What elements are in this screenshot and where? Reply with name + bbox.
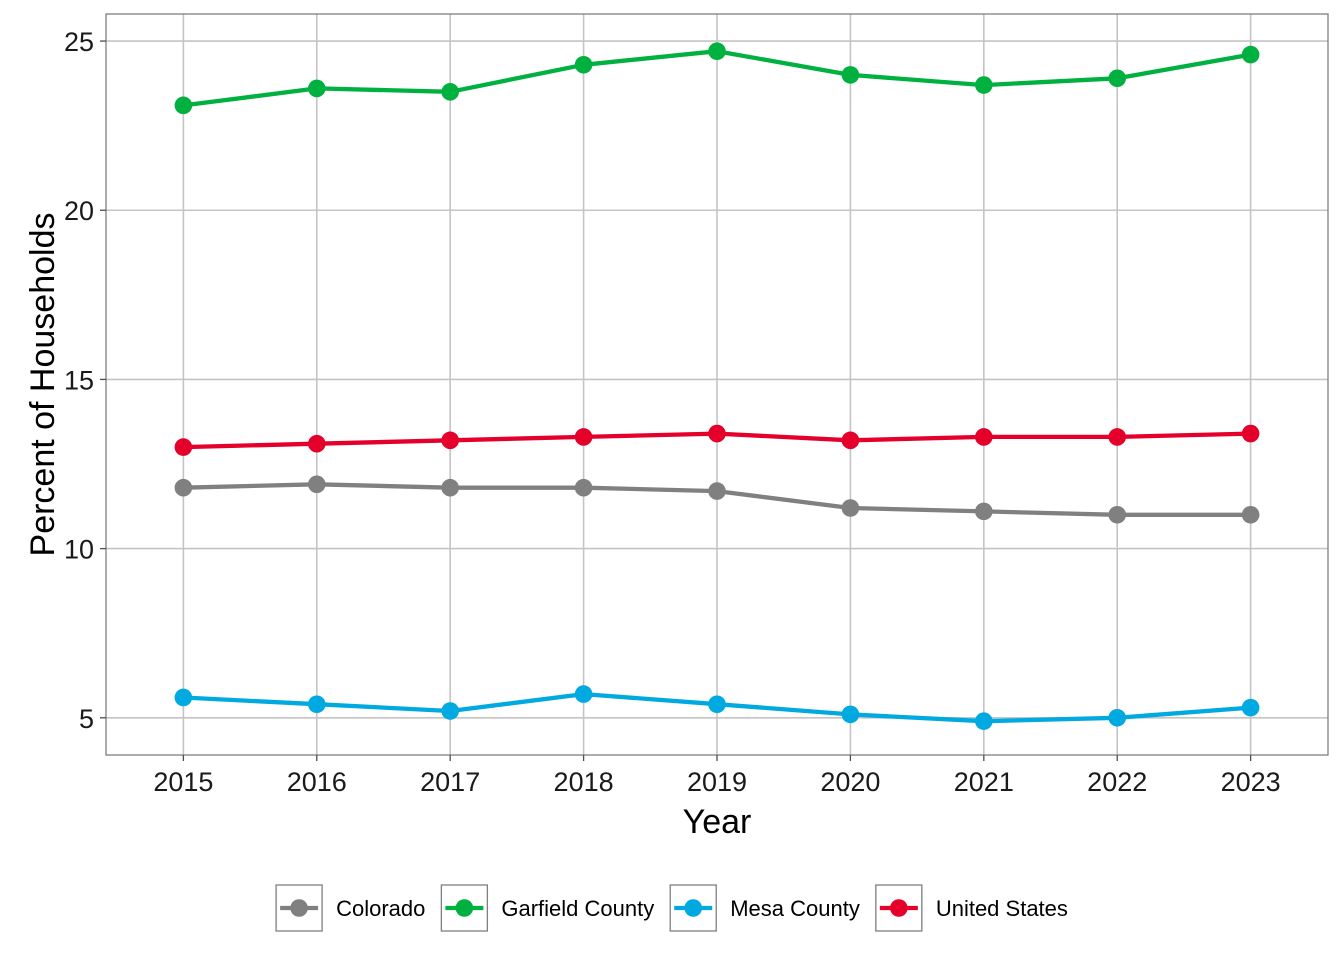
x-tick-label: 2017 [420,767,480,797]
data-point [841,499,860,517]
legend: Colorado Garfield County Mesa County United… [275,884,1068,932]
legend-label: Garfield County [501,896,654,921]
data-point [174,96,193,115]
axes: 5 10 15 20 25 2015 2016 2017 2018 2019 2020 2021 202… [64,27,1281,797]
data-point [708,424,726,443]
x-tick-label: 2021 [954,767,1014,797]
legend-key-point [684,899,703,917]
data-point [1241,698,1260,717]
data-point [1108,505,1127,524]
y-tick-label: 5 [79,704,94,734]
x-tick-label: 2023 [1221,767,1281,797]
data-point [174,438,193,456]
data-point [1241,424,1260,443]
data-point [841,431,860,450]
y-tick-label: 25 [64,27,94,57]
y-axis-title: Percent of Households [24,213,62,557]
x-tick-label: 2015 [153,767,213,797]
legend-key-point [890,899,908,917]
data-point [975,712,993,730]
y-tick-label: 10 [64,535,94,565]
legend-item: Colorado [275,884,425,932]
data-point [1241,45,1260,64]
data-point [841,66,860,84]
data-point [174,478,193,497]
x-tick-label: 2016 [287,767,347,797]
data-point [574,428,593,446]
y-tick-label: 15 [64,365,94,395]
data-point [441,431,459,450]
x-axis-title: Year [683,803,752,841]
legend-key-point [455,899,474,917]
data-point [441,702,459,720]
series-layer [174,42,1260,730]
series-mesa-county [174,685,1260,730]
series-colorado [174,475,1260,524]
x-tick-label: 2018 [554,767,614,797]
x-tick-label: 2020 [820,767,880,797]
data-point [307,434,326,453]
data-point [975,428,993,446]
grid-lines [106,14,1328,755]
y-tick-label: 20 [64,196,94,226]
data-point [441,478,459,497]
data-point [1108,69,1127,88]
data-point [975,502,993,521]
legend-key-point [290,899,308,917]
data-point [174,688,193,707]
data-point [307,475,326,494]
legend-label: Colorado [336,896,425,921]
data-point [1108,708,1127,727]
legend-label: United States [936,896,1068,921]
legend-label: Mesa County [730,896,860,921]
series-united-states [174,424,1260,456]
series-garfield-county [174,42,1260,115]
legend-item: United States [875,884,1068,932]
data-point [307,79,326,98]
data-point [574,478,593,497]
data-point [574,55,593,74]
data-point [1108,428,1127,446]
data-point [1241,505,1260,524]
legend-item: Garfield County [440,884,654,932]
data-point [708,482,726,500]
data-point [708,42,726,61]
x-tick-label: 2022 [1087,767,1147,797]
data-point [574,685,593,703]
data-point [975,76,993,94]
data-point [708,695,726,714]
x-tick-label: 2019 [687,767,747,797]
data-point [307,695,326,714]
data-point [841,705,860,724]
legend-item: Mesa County [669,884,860,932]
data-point [441,83,459,101]
